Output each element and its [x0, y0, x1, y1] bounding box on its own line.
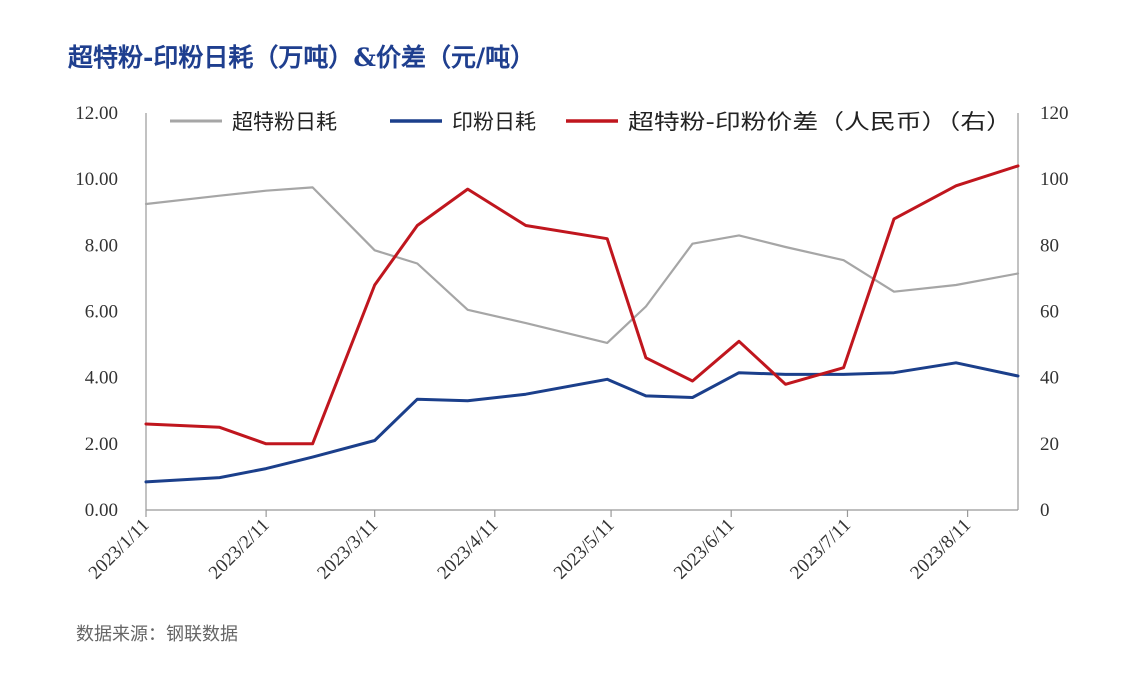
- y-right-tick-label: 20: [1040, 434, 1059, 455]
- x-tick-label: 2023/7/11: [786, 515, 855, 584]
- x-tick-label: 2023/5/11: [550, 515, 619, 584]
- y-left-tick-label: 12.00: [75, 103, 118, 124]
- y-left-tick-label: 10.00: [75, 169, 118, 190]
- axes: 0.00 2.00 4.00 6.00 8.00 10.00 12.00 0 20 40 60 80 1…: [75, 103, 1068, 584]
- y-right-tick-label: 40: [1040, 368, 1059, 389]
- x-tick-label: 2023/8/11: [906, 515, 975, 584]
- legend-label-series-2: 超特粉-印粉价差（人民币）（右）: [628, 110, 1012, 134]
- y-left-tick-label: 6.00: [85, 302, 118, 323]
- y-left-tick-label: 8.00: [85, 235, 118, 256]
- legend-label-series-1: 印粉日耗: [452, 110, 536, 134]
- source-note: 数据来源：钢联数据: [76, 624, 238, 645]
- chart-title: 超特粉-印粉日耗（万吨）&价差（元/吨）: [68, 43, 535, 72]
- x-tick-label: 2023/2/11: [205, 515, 274, 584]
- y-right-tick-label: 80: [1040, 235, 1059, 256]
- x-tick-label: 2023/3/11: [313, 515, 382, 584]
- y-right-tick-label: 0: [1040, 500, 1050, 521]
- y-left-tick-label: 4.00: [85, 368, 118, 389]
- x-tick-label: 2023/1/11: [85, 515, 154, 584]
- y-right-tick-label: 120: [1040, 103, 1069, 124]
- series-line-0: [144, 186, 1020, 344]
- x-tick-label: 2023/4/11: [433, 515, 502, 584]
- x-tick-label: 2023/6/11: [670, 515, 739, 584]
- y-right-tick-label: 100: [1040, 169, 1069, 190]
- legend-label-series-0: 超特粉日耗: [232, 110, 337, 134]
- legend: 超特粉日耗 印粉日耗 超特粉-印粉价差（人民币）（右）: [170, 110, 1012, 134]
- y-left-tick-label: 0.00: [85, 500, 118, 521]
- series-line-1: [144, 361, 1020, 484]
- series-line-2: [144, 164, 1020, 446]
- y-right-tick-label: 60: [1040, 302, 1059, 323]
- y-left-tick-label: 2.00: [85, 434, 118, 455]
- series-lines: [144, 164, 1020, 484]
